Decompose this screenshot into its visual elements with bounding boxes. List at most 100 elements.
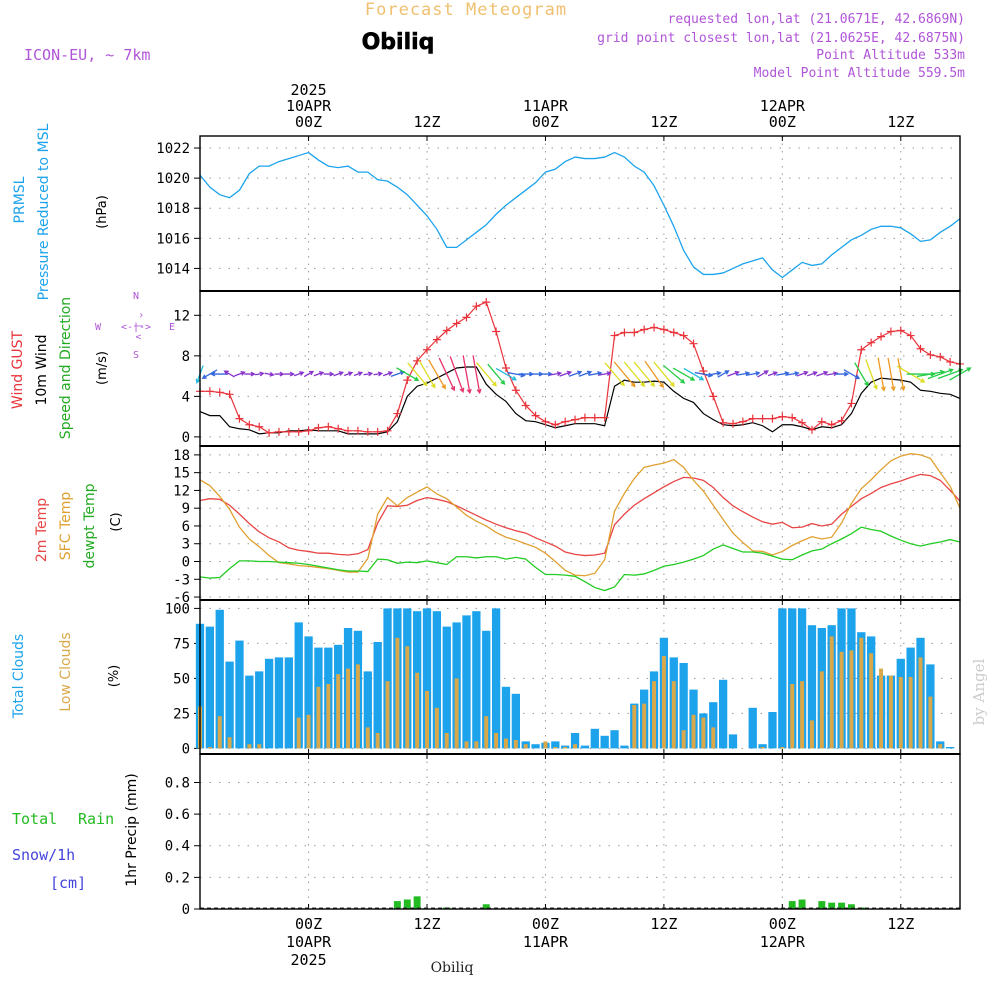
- gust-marker: [452, 319, 461, 328]
- gust-marker: [768, 414, 777, 423]
- wind-direction-arrow: [854, 362, 869, 387]
- wind-direction-arrow: [264, 371, 275, 377]
- top-time-label: 12APR: [760, 97, 806, 115]
- wind-direction-arrow: [323, 371, 335, 377]
- low-cloud-bar: [918, 657, 923, 749]
- low-cloud-bar: [257, 744, 262, 749]
- dewpt-temp-line: [199, 526, 961, 592]
- total-cloud-bar: [373, 642, 382, 749]
- total-cloud-bar: [501, 686, 511, 749]
- low-cloud-bar: [543, 741, 548, 749]
- low-cloud-bar: [928, 696, 933, 749]
- gust-marker: [728, 419, 737, 428]
- total-cloud-bar: [235, 640, 244, 749]
- precip-ytick-label: 0.4: [165, 839, 190, 855]
- 2m-temp-line: [199, 473, 961, 557]
- total-cloud-bar: [304, 636, 313, 749]
- total-cloud-bar: [679, 663, 688, 749]
- gust-marker: [472, 302, 481, 311]
- low-cloud-bar: [632, 705, 637, 749]
- compass-east: E: [169, 322, 175, 333]
- bottom-time-label: 00Z: [769, 915, 796, 933]
- total-cloud-bar: [580, 745, 590, 749]
- low-cloud-bar: [642, 703, 647, 749]
- precip-bar: [828, 902, 836, 909]
- wind-side-label: Wind GUST 10m Wind Speed and Direction (…: [10, 291, 175, 439]
- low-cloud-bar: [800, 681, 805, 749]
- wind-direction-arrow: [244, 371, 256, 377]
- low-cloud-bar: [839, 651, 844, 749]
- wind-direction-arrow: [234, 371, 246, 377]
- wind-ytick-label: 0: [182, 430, 190, 446]
- temperature-ytick-label: -3: [173, 572, 190, 588]
- gust-marker: [679, 331, 688, 340]
- gust-marker: [936, 352, 945, 361]
- wind-direction-arrow: [333, 371, 345, 377]
- low-cloud-bar: [869, 653, 874, 749]
- wind-direction-arrow: [549, 371, 563, 377]
- snow-unit-label: [cm]: [50, 874, 86, 892]
- gust-marker: [225, 390, 234, 399]
- gust-label: Wind GUST: [10, 330, 26, 409]
- bottom-time-label: 12Z: [887, 915, 914, 933]
- total-cloud-bar: [728, 734, 738, 749]
- wind-direction-arrow: [382, 371, 394, 377]
- top-time-label: 2025: [291, 81, 327, 99]
- gust-marker: [857, 345, 866, 354]
- pressure-ytick-label: 1020: [156, 171, 190, 187]
- gust-marker: [511, 386, 520, 395]
- low-cloud-bar: [523, 744, 528, 749]
- gust-marker: [373, 427, 382, 436]
- wind-direction-arrow: [613, 361, 636, 388]
- low-cloud-bar: [553, 747, 558, 749]
- total-cloud-bar: [768, 712, 777, 749]
- low-cloud-bar: [306, 714, 311, 749]
- wind-direction-arrow: [598, 371, 612, 377]
- low-cloud-bar: [780, 747, 785, 749]
- wind-direction-arrow: [462, 355, 472, 395]
- gust-marker: [867, 338, 876, 347]
- gust-marker: [916, 344, 925, 353]
- wind-ytick-label: 12: [173, 308, 190, 324]
- gust-marker: [531, 411, 540, 420]
- point-altitude: Point Altitude 533m: [816, 48, 965, 63]
- low-cloud-bar: [365, 727, 370, 749]
- temp2m-label: 2m Temp: [34, 498, 50, 562]
- wind-direction-arrow: [816, 370, 829, 377]
- wind-direction-arrow: [633, 361, 656, 388]
- wind-direction-arrow: [313, 371, 325, 377]
- wind-ytick-label: 4: [182, 389, 190, 405]
- total-cloud-bar: [758, 744, 767, 749]
- credit-text: by Angel: [970, 658, 988, 725]
- low-cloud-bar: [701, 717, 706, 749]
- total-clouds-label: Total Clouds: [11, 634, 27, 719]
- gust-marker: [383, 426, 392, 435]
- wind-direction-arrow: [683, 367, 705, 381]
- wind-direction-arrow: [843, 369, 861, 380]
- rain-label: Rain: [78, 810, 114, 828]
- wind-direction-arrow: [877, 357, 886, 392]
- low-cloud-bar: [355, 664, 360, 749]
- precip-bar: [847, 904, 855, 909]
- low-cloud-bar: [819, 671, 824, 749]
- wind-direction-arrow: [418, 360, 436, 389]
- top-time-label: 12Z: [887, 113, 914, 131]
- wind-direction-arrow: [897, 358, 906, 392]
- top-time-label: 12Z: [413, 113, 440, 131]
- gust-marker: [265, 428, 274, 437]
- pressure-unit: (hPa): [95, 195, 110, 229]
- wind-direction-arrow: [343, 371, 354, 377]
- wind-direction-arrow: [210, 371, 228, 377]
- wind10m-label: 10m Wind: [34, 334, 50, 405]
- total-cloud-bar: [945, 747, 955, 749]
- temperature-ytick-label: 3: [182, 537, 190, 553]
- gust-marker: [462, 313, 471, 322]
- prmsl-line: [199, 151, 961, 279]
- low-cloud-bar: [494, 733, 499, 749]
- gust-marker: [314, 423, 323, 432]
- gust-marker: [501, 363, 510, 372]
